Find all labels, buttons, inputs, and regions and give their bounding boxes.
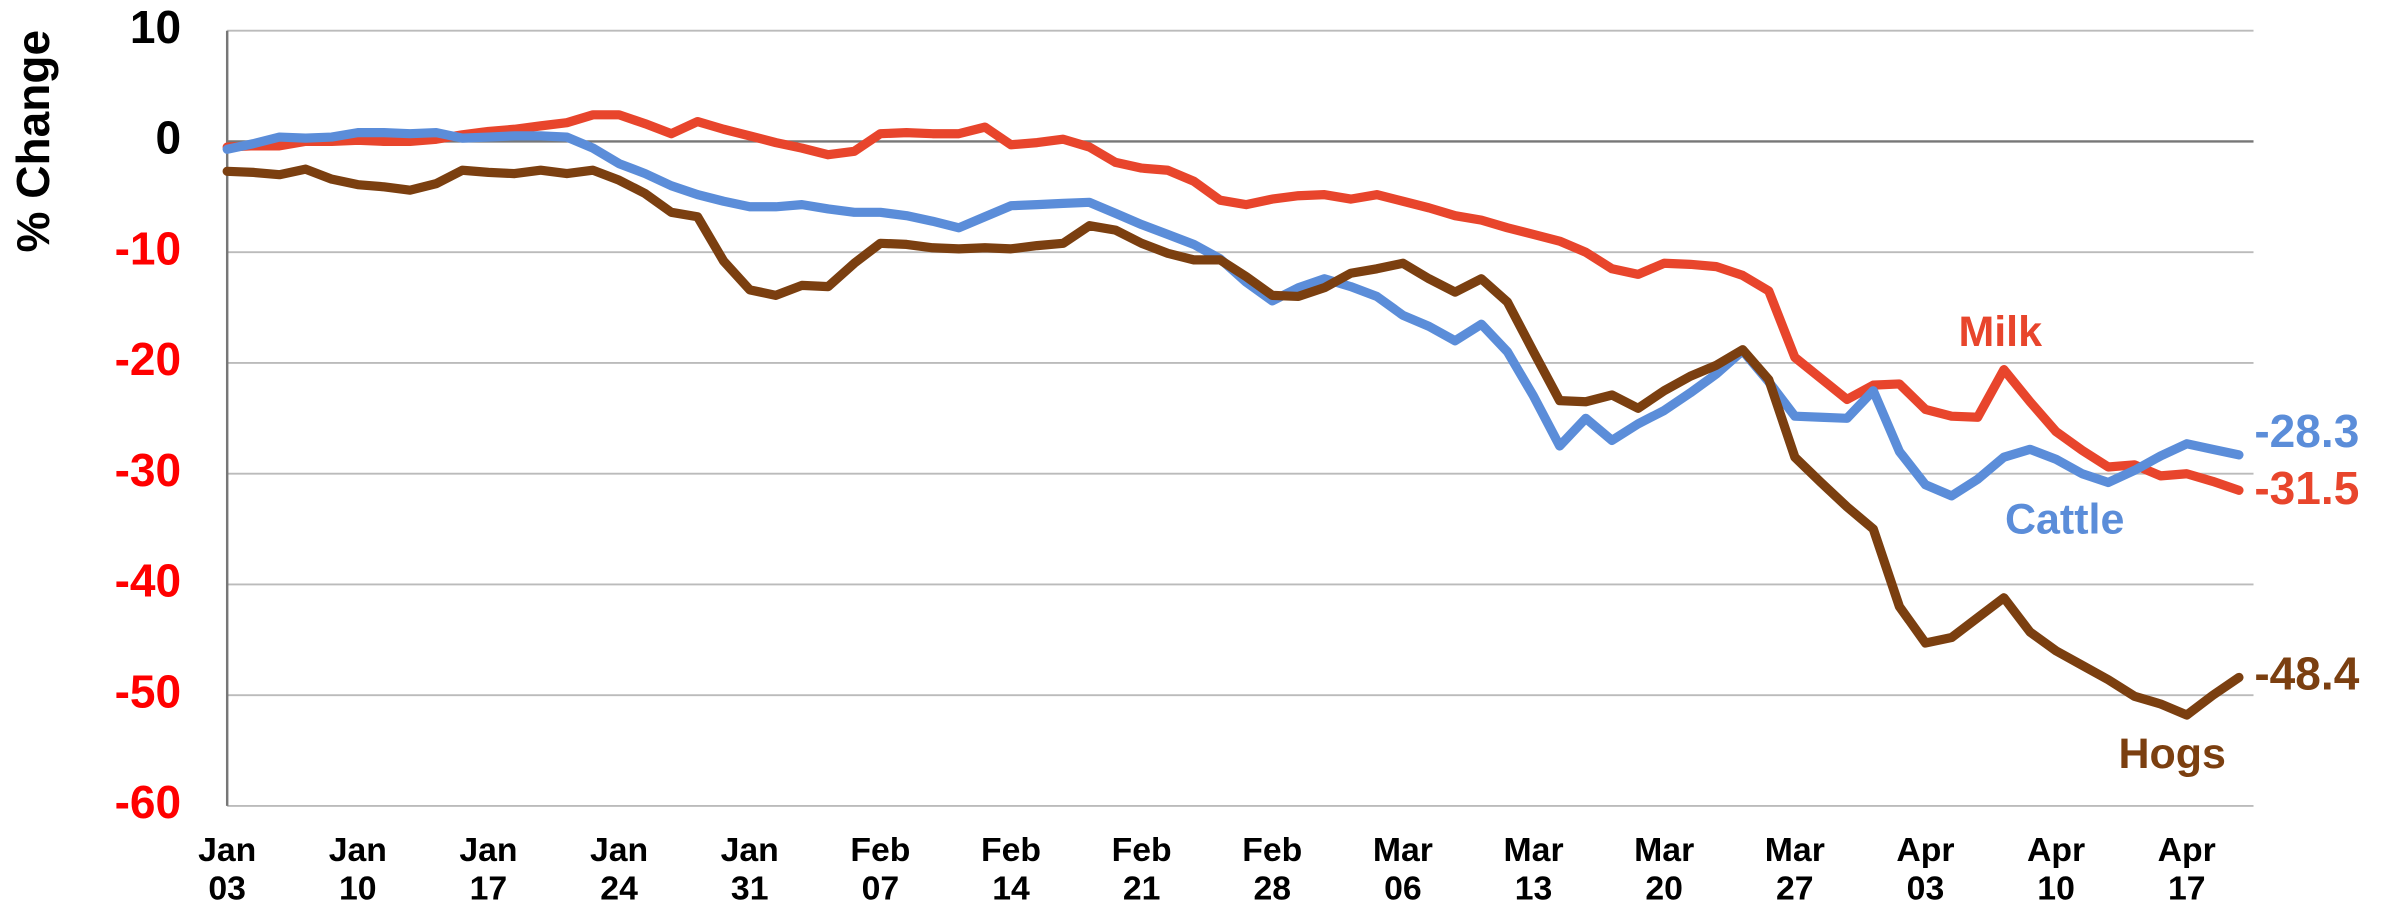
end-value-label: -31.5 (2254, 462, 2359, 514)
y-tick-label: -30 (115, 444, 182, 496)
y-tick-label: -10 (115, 222, 182, 274)
x-tick-label: Jan 10 (328, 830, 387, 908)
x-tick-label: Jan 17 (459, 830, 518, 908)
y-tick-label: -20 (115, 333, 182, 385)
x-tick-label: Feb 14 (980, 830, 1042, 908)
y-tick-label: -40 (115, 555, 182, 607)
series-line (222, 128, 2244, 501)
series-line (222, 164, 2244, 720)
y-tick-label: -50 (115, 665, 182, 717)
end-value-label: -28.3 (2254, 405, 2359, 457)
x-tick-label: Apr 03 (1896, 830, 1955, 908)
x-tick-label: Jan 31 (720, 830, 779, 908)
series-label: Cattle (2005, 495, 2124, 543)
x-tick-label: Feb 28 (1242, 830, 1303, 908)
end-value-label: -48.4 (2254, 648, 2359, 700)
x-tick-label: Feb 21 (1111, 830, 1172, 908)
series-label: Milk (1958, 308, 2042, 356)
y-tick-label: -60 (115, 776, 182, 828)
x-tick-label: Mar 27 (1764, 830, 1825, 908)
y-tick-label: 10 (130, 1, 181, 53)
y-tick-label: 0 (156, 112, 182, 164)
y-axis-label: % Change (7, 30, 59, 253)
series-line (222, 110, 2244, 495)
x-tick-label: Mar 06 (1372, 830, 1433, 908)
x-tick-label: Jan 03 (198, 830, 257, 908)
x-tick-label: Mar 13 (1503, 830, 1564, 908)
x-tick-label: Mar 20 (1634, 830, 1695, 908)
x-tick-label: Jan 24 (589, 830, 649, 908)
x-tick-label: Apr 17 (2157, 830, 2216, 908)
series-label: Hogs (2118, 730, 2225, 778)
x-tick-label: Apr 10 (2027, 830, 2086, 908)
x-tick-label: Feb 07 (850, 830, 911, 908)
